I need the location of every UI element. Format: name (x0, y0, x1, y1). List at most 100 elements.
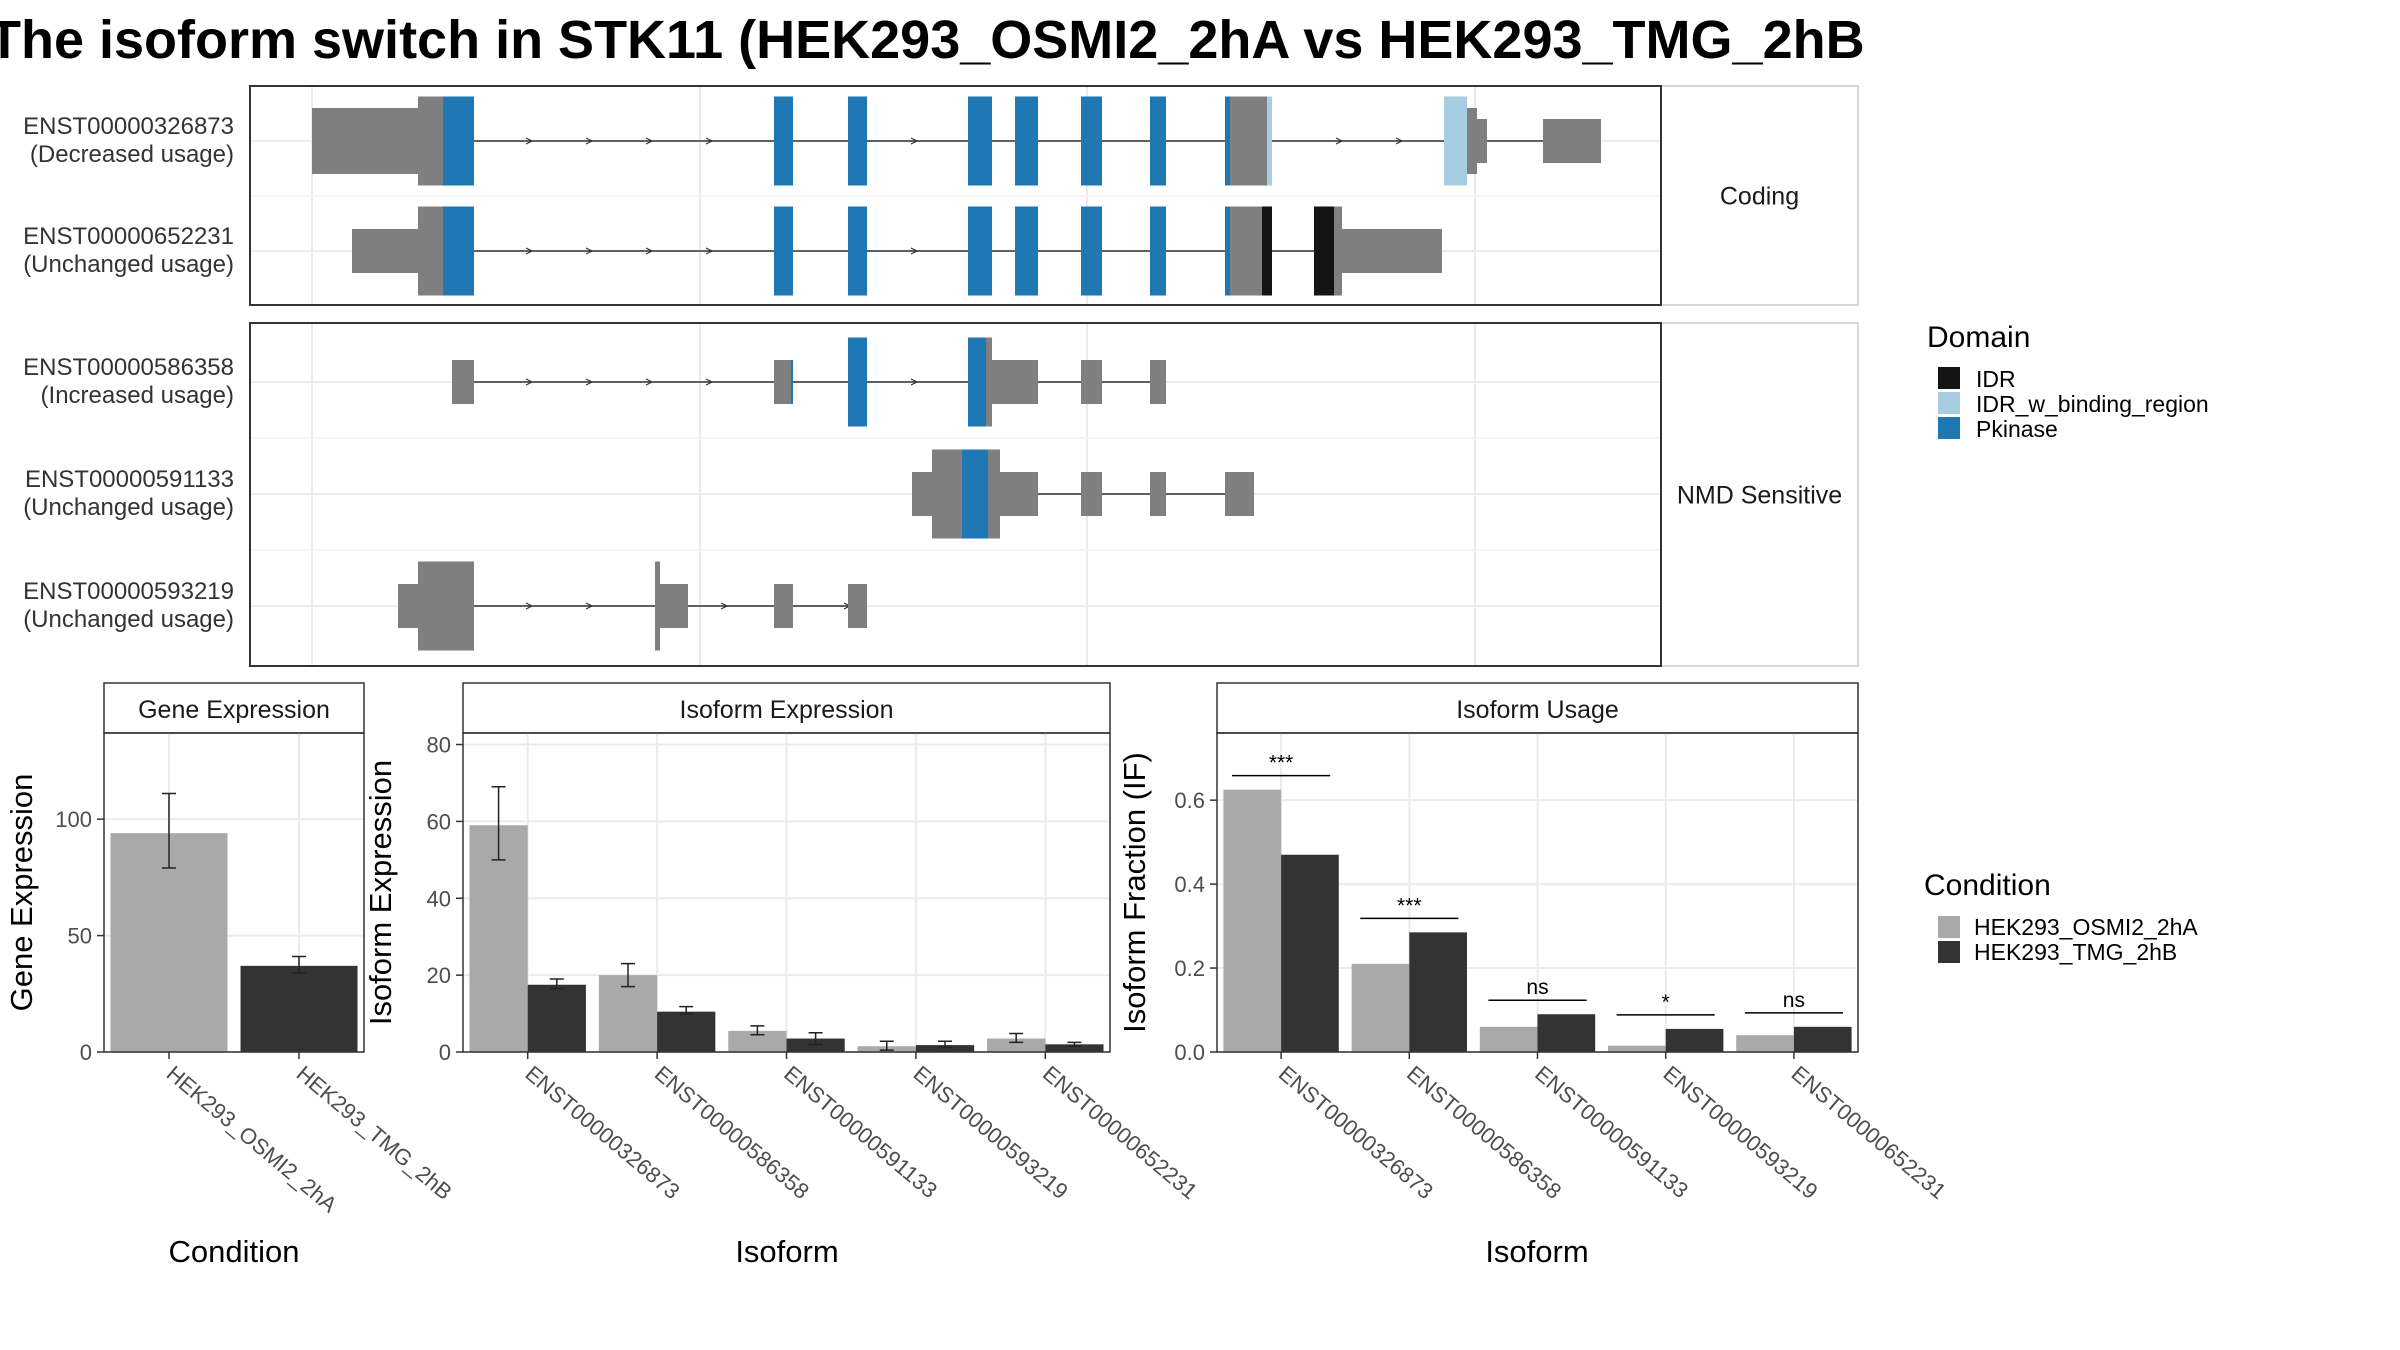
transcript-id: ENST00000593219 (23, 578, 234, 605)
strand-arrow (910, 378, 919, 386)
pkinase-legend-key (1938, 417, 1960, 439)
error-bar (620, 962, 635, 988)
bar-hek293-osmi2-2ha (1223, 789, 1282, 1052)
transcript-status: (Unchanged usage) (23, 251, 234, 278)
domain-pkinase (1225, 206, 1230, 296)
bar-hek293-osmi2-2ha (1351, 963, 1410, 1052)
domain-pkinase (968, 206, 992, 296)
y-axis-title: Isoform Expression (363, 760, 398, 1025)
strand-arrow (645, 247, 654, 255)
tmg-legend-label: HEK293_TMG_2hB (1974, 939, 2177, 965)
domain-pkinase (848, 337, 867, 427)
panel-border (462, 732, 1111, 1053)
domain-legend: Domain IDR IDR_w_binding_region Pkinase (1927, 321, 2209, 442)
domain-idr-w-binding-region (1444, 96, 1467, 186)
strand-arrow (1395, 137, 1404, 145)
domain-idr (1262, 206, 1272, 296)
strand-arrow (645, 378, 654, 386)
domain-pkinase (968, 337, 986, 427)
bar-hek293-tmg-2hb (1793, 1026, 1852, 1052)
strand-arrow (525, 247, 534, 255)
strand-arrow (525, 137, 534, 145)
strand-arrow (910, 137, 919, 145)
bar-hek293-tmg-2hb (786, 1038, 845, 1052)
significance-label: *** (1269, 752, 1294, 775)
panel-border (249, 85, 1662, 306)
idr-binding-legend-label: IDR_w_binding_region (1976, 391, 2209, 417)
y-tick-label: 0.0 (1174, 1040, 1205, 1065)
error-bar (1067, 1041, 1082, 1047)
domain-pkinase (848, 96, 867, 186)
y-tick-label: 50 (68, 924, 92, 949)
panel-strip (103, 682, 365, 734)
exon (1150, 472, 1166, 516)
bar-hek293-osmi2-2ha (987, 1038, 1046, 1052)
condition-legend: Condition HEK293_OSMI2_2hA HEK293_TMG_2h… (1924, 869, 2198, 965)
panel-border (103, 732, 365, 1053)
x-axis-title: Isoform (1485, 1234, 1588, 1269)
y-axis-title: Isoform Fraction (IF) (1117, 752, 1152, 1033)
transcript-id: ENST00000326873 (23, 113, 234, 140)
y-tick-label: 60 (427, 809, 451, 834)
osmi2-legend-key (1938, 916, 1960, 938)
bar-hek293-tmg-2hb (527, 984, 586, 1052)
strand-arrow (705, 247, 714, 255)
exon (992, 360, 1038, 404)
bar-hek293-tmg-2hb (657, 1011, 716, 1052)
tmg-legend-key (1938, 941, 1960, 963)
transcript-id: ENST00000652231 (23, 223, 234, 250)
strand-arrow (705, 137, 714, 145)
panel-border (249, 322, 1662, 667)
bar-hek293-tmg-2hb (1665, 1028, 1724, 1052)
domain-pkinase (774, 96, 793, 186)
bar-hek293-tmg-2hb (240, 965, 358, 1052)
error-bar (750, 1025, 765, 1036)
bar-hek293-osmi2-2ha (1479, 1026, 1538, 1052)
panel-title: Isoform Expression (680, 696, 894, 724)
y-tick-label: 80 (427, 733, 451, 758)
exon (1342, 229, 1442, 273)
strand-arrow (705, 378, 714, 386)
figure-title: The isoform switch in STK11 (HEK293_OSMI… (0, 10, 1865, 70)
domain-pkinase (1150, 206, 1166, 296)
exon (398, 584, 418, 628)
bar-hek293-osmi2-2ha (1608, 1045, 1666, 1052)
error-bar (1009, 1032, 1024, 1044)
exon (418, 561, 474, 651)
bar-hek293-osmi2-2ha (1736, 1035, 1794, 1052)
domain-pkinase (443, 206, 474, 296)
domain-pkinase (1015, 206, 1038, 296)
domain-pkinase (774, 206, 793, 296)
bar-hek293-osmi2-2ha (598, 975, 658, 1052)
panel-border (1216, 732, 1859, 1053)
condition-legend-title: Condition (1924, 869, 2051, 902)
error-bar (491, 786, 506, 861)
exon (1467, 108, 1477, 174)
group-strip (1660, 322, 1859, 667)
idr-binding-legend-key (1938, 392, 1960, 414)
domain-legend-title: Domain (1927, 321, 2030, 354)
exon (1225, 472, 1254, 516)
domain-pkinase (1015, 96, 1038, 186)
domain-pkinase (1225, 96, 1230, 186)
strand-arrow (645, 137, 654, 145)
strand-arrow (525, 378, 534, 386)
strand-arrow (585, 137, 594, 145)
exon (774, 360, 793, 404)
error-bar (292, 955, 306, 974)
exon (660, 584, 667, 628)
error-bar (938, 1040, 953, 1049)
error-bar (879, 1040, 894, 1051)
bar-hek293-tmg-2hb (1281, 854, 1339, 1052)
domain-pkinase (962, 449, 988, 539)
exon (774, 584, 793, 628)
expression-charts: Gene Expression050100HEK293_OSMI2_2hAHEK… (4, 682, 1951, 1269)
exon (912, 472, 932, 516)
transcript-status: (Unchanged usage) (23, 494, 234, 521)
exon (1225, 96, 1272, 186)
transcript-structure-panel: Coding ENST00000326873(Decreased usage) EN… (23, 85, 1859, 667)
strand-arrow (585, 247, 594, 255)
osmi2-legend-label: HEK293_OSMI2_2hA (1974, 914, 2198, 940)
y-axis-title: Gene Expression (4, 774, 39, 1012)
